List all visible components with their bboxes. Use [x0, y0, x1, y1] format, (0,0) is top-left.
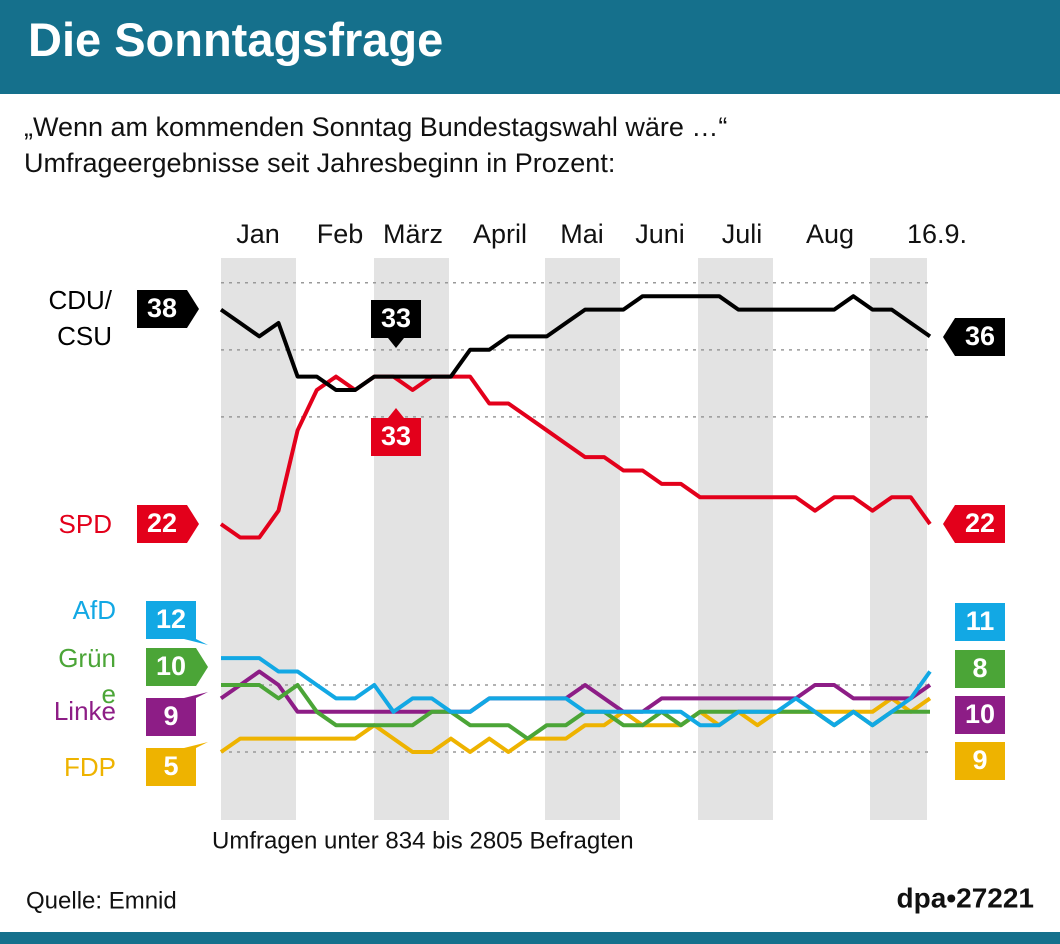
label-box — [137, 290, 199, 328]
month-label: Juni — [635, 219, 685, 249]
value-label: 12 — [156, 604, 186, 634]
legend-label: FDP — [64, 752, 116, 782]
value-label: 22 — [965, 508, 995, 538]
value-label: 11 — [966, 606, 995, 636]
value-label: 38 — [147, 293, 177, 323]
subtitle: Umfrageergebnisse seit Jahresbeginn in P… — [24, 148, 616, 178]
footer-bar — [0, 932, 1060, 944]
subtitle: „Wenn am kommenden Sonntag Bundestagswah… — [24, 112, 728, 142]
month-label: März — [383, 219, 443, 249]
label-box — [146, 601, 208, 645]
credit: dpa•27221 — [897, 882, 1034, 913]
label-box — [371, 300, 421, 348]
month-band — [374, 258, 449, 820]
series-line — [219, 374, 932, 540]
value-label: 8 — [972, 653, 987, 683]
series-line — [221, 656, 932, 728]
label-box — [955, 696, 1005, 734]
month-band — [698, 258, 773, 820]
series-line — [219, 669, 932, 714]
month-band — [870, 258, 927, 820]
title: Die Sonntagsfrage — [28, 13, 444, 66]
month-label: 16.9. — [907, 219, 967, 249]
label-box — [146, 692, 208, 736]
note: Umfragen unter 834 bis 2805 Befragten — [212, 827, 634, 854]
legend-label: AfD — [72, 595, 116, 625]
month-label: Aug — [806, 219, 854, 249]
label-box — [146, 648, 208, 686]
source: Quelle: Emnid — [26, 887, 177, 914]
background — [221, 258, 930, 820]
value-label: 9 — [972, 745, 987, 775]
month-label: Jan — [236, 219, 280, 249]
header-bar: Die Sonntagsfrage — [0, 0, 1060, 94]
label-box — [955, 742, 1005, 780]
value-label: 10 — [965, 699, 995, 729]
series-line — [219, 294, 932, 392]
value-label: 22 — [147, 508, 177, 538]
label-box — [137, 505, 199, 543]
legend-label: Linke — [53, 696, 116, 726]
legend-label: Grüne — [58, 643, 116, 709]
month-label: Juli — [722, 219, 763, 249]
label-box — [955, 650, 1005, 688]
value-label: 33 — [381, 421, 411, 451]
month-label: Feb — [317, 219, 364, 249]
value-label: 33 — [381, 303, 411, 333]
value-label: 9 — [163, 701, 178, 731]
label-box — [943, 318, 1005, 356]
label-box — [371, 408, 421, 456]
legend-label: CDU/CSU — [48, 285, 112, 351]
legend-label: SPD — [58, 509, 112, 539]
month-label: April — [473, 219, 527, 249]
label-box — [146, 742, 208, 786]
month-label: Mai — [560, 219, 604, 249]
value-label: 36 — [965, 321, 995, 351]
label-box — [943, 505, 1005, 543]
value-label: 10 — [156, 651, 186, 681]
value-label: 5 — [163, 751, 178, 781]
label-box — [955, 603, 1005, 641]
month-band — [545, 258, 620, 820]
